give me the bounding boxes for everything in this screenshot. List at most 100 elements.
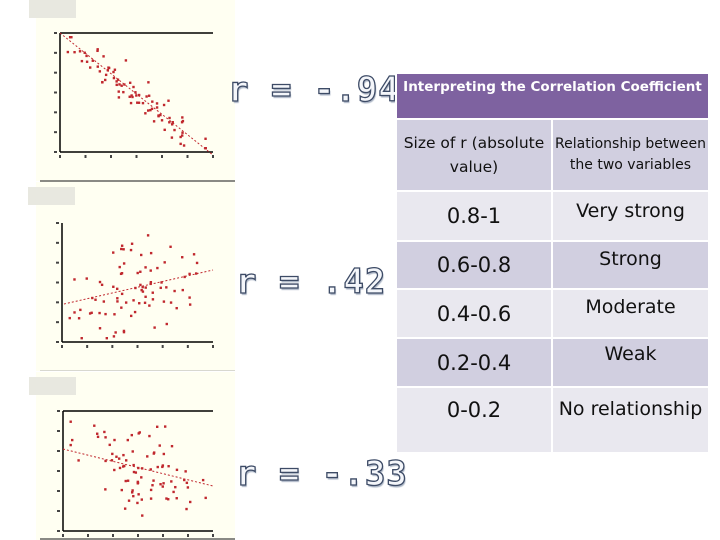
data-point	[112, 251, 115, 254]
data-point	[116, 297, 119, 300]
data-point	[179, 142, 182, 146]
data-point	[150, 107, 154, 111]
y-tick	[54, 51, 57, 54]
data-point	[128, 95, 131, 98]
data-point	[127, 499, 131, 502]
data-point	[194, 272, 198, 275]
data-point	[144, 286, 147, 289]
data-point	[112, 76, 116, 80]
data-point	[117, 90, 120, 93]
data-point	[112, 70, 115, 74]
data-point	[149, 280, 153, 284]
data-point	[152, 479, 155, 482]
data-point	[162, 300, 166, 303]
x-tick	[186, 345, 189, 348]
data-point	[113, 68, 117, 71]
data-point	[70, 36, 73, 39]
data-point	[161, 465, 164, 469]
y-tick	[57, 410, 60, 412]
x-tick	[136, 345, 139, 348]
data-point	[101, 80, 104, 84]
data-point	[162, 452, 166, 456]
data-point	[94, 298, 97, 301]
data-point	[134, 286, 137, 290]
data-point	[79, 308, 82, 312]
data-point	[143, 301, 147, 305]
data-point	[116, 78, 120, 81]
data-point	[146, 234, 150, 237]
data-point	[151, 484, 154, 487]
y-tick	[56, 281, 59, 284]
data-point	[156, 266, 159, 270]
data-point	[137, 101, 141, 104]
data-point	[160, 281, 163, 284]
data-point	[134, 471, 138, 474]
data-point	[170, 123, 174, 126]
data-point	[100, 283, 104, 287]
data-point	[120, 488, 123, 492]
scatter-plot-negative-weak	[57, 410, 214, 537]
x-tick	[161, 155, 163, 158]
data-point	[120, 244, 124, 247]
x-tick	[186, 155, 189, 158]
data-point	[140, 467, 144, 470]
table-row: 0.8-1 Very strong	[395, 190, 710, 242]
y-tick	[54, 151, 57, 153]
cell-relationship: Weak	[551, 337, 710, 388]
data-point	[163, 425, 167, 428]
data-point	[71, 438, 74, 442]
regression-line	[63, 269, 214, 305]
data-point	[112, 285, 115, 288]
data-point	[116, 300, 119, 303]
data-point	[181, 288, 184, 292]
data-point	[130, 433, 133, 437]
data-point	[188, 296, 191, 299]
data-point	[156, 465, 159, 469]
data-point	[66, 50, 70, 54]
data-point	[138, 302, 141, 305]
data-point	[98, 311, 101, 315]
data-point	[162, 103, 166, 107]
data-point	[110, 459, 114, 462]
data-point	[159, 286, 162, 290]
data-point	[96, 435, 100, 439]
data-point	[103, 430, 106, 434]
scatter-panel-1	[36, 0, 235, 181]
x-tick	[110, 155, 112, 158]
data-point	[124, 301, 128, 304]
data-point	[78, 50, 82, 53]
x-tick	[86, 345, 89, 348]
data-point	[204, 137, 207, 140]
data-point	[195, 261, 199, 265]
data-point	[181, 116, 184, 119]
data-point	[130, 242, 134, 245]
data-point	[122, 329, 126, 333]
x-tick	[212, 345, 214, 348]
data-point	[182, 144, 186, 147]
data-point	[112, 335, 116, 338]
y-tick	[56, 341, 59, 343]
data-point	[102, 55, 105, 58]
data-point	[145, 95, 148, 98]
data-point	[98, 70, 102, 73]
data-point	[204, 147, 207, 150]
y-tick	[57, 470, 60, 472]
data-point	[83, 51, 86, 54]
data-point	[165, 286, 168, 289]
data-point	[137, 466, 140, 470]
x-tick	[212, 534, 214, 537]
data-point	[153, 326, 156, 329]
data-point	[80, 337, 83, 340]
data-point	[171, 120, 174, 124]
data-point	[124, 59, 128, 62]
data-point	[144, 266, 147, 269]
data-point	[179, 135, 182, 139]
data-point	[108, 443, 111, 447]
data-point	[152, 452, 156, 455]
data-point	[162, 482, 165, 485]
table-row: 0-0.2 No relationship	[395, 386, 710, 454]
data-point	[149, 488, 153, 492]
scatter-plot-negative-strong	[54, 32, 214, 158]
data-point	[104, 312, 107, 316]
data-point	[124, 479, 127, 483]
